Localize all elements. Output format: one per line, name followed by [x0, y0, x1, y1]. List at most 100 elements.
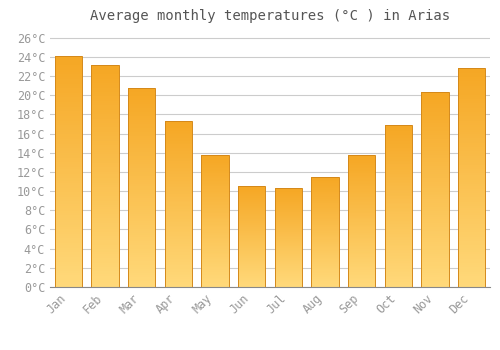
Bar: [458, 138, 485, 140]
Bar: [458, 173, 485, 175]
Bar: [128, 176, 156, 178]
Bar: [274, 268, 302, 269]
Bar: [128, 132, 156, 134]
Bar: [164, 242, 192, 244]
Bar: [91, 94, 119, 97]
Bar: [421, 112, 448, 114]
Bar: [164, 260, 192, 262]
Bar: [311, 209, 339, 210]
Bar: [421, 227, 448, 229]
Bar: [164, 194, 192, 196]
Bar: [201, 199, 229, 201]
Bar: [54, 70, 82, 72]
Bar: [421, 283, 448, 285]
Bar: [384, 172, 412, 174]
Bar: [421, 92, 448, 287]
Bar: [238, 257, 266, 258]
Bar: [201, 270, 229, 271]
Bar: [128, 222, 156, 223]
Bar: [238, 239, 266, 240]
Bar: [91, 214, 119, 216]
Bar: [91, 105, 119, 107]
Bar: [164, 206, 192, 207]
Bar: [384, 232, 412, 233]
Bar: [238, 283, 266, 284]
Bar: [348, 156, 376, 157]
Bar: [54, 172, 82, 174]
Bar: [238, 234, 266, 236]
Bar: [274, 202, 302, 203]
Bar: [384, 191, 412, 193]
Bar: [311, 251, 339, 252]
Bar: [311, 245, 339, 246]
Bar: [348, 210, 376, 211]
Bar: [54, 275, 82, 278]
Bar: [201, 155, 229, 287]
Bar: [458, 171, 485, 173]
Bar: [458, 199, 485, 202]
Bar: [348, 208, 376, 209]
Bar: [384, 156, 412, 157]
Bar: [238, 238, 266, 239]
Bar: [384, 204, 412, 206]
Bar: [128, 225, 156, 228]
Bar: [274, 281, 302, 282]
Bar: [164, 193, 192, 194]
Bar: [274, 199, 302, 200]
Bar: [311, 195, 339, 197]
Bar: [91, 201, 119, 203]
Bar: [384, 140, 412, 141]
Bar: [421, 168, 448, 170]
Bar: [348, 268, 376, 270]
Bar: [348, 157, 376, 159]
Bar: [311, 186, 339, 187]
Bar: [421, 231, 448, 232]
Bar: [311, 235, 339, 236]
Bar: [348, 167, 376, 168]
Bar: [238, 219, 266, 220]
Bar: [458, 175, 485, 178]
Bar: [311, 228, 339, 229]
Bar: [458, 245, 485, 248]
Bar: [421, 164, 448, 166]
Bar: [421, 199, 448, 201]
Bar: [128, 210, 156, 211]
Bar: [128, 182, 156, 184]
Bar: [91, 205, 119, 207]
Bar: [128, 142, 156, 144]
Bar: [201, 226, 229, 228]
Bar: [348, 231, 376, 233]
Bar: [421, 264, 448, 266]
Bar: [421, 197, 448, 199]
Bar: [348, 248, 376, 250]
Bar: [164, 168, 192, 169]
Bar: [384, 237, 412, 238]
Bar: [274, 234, 302, 236]
Bar: [421, 151, 448, 153]
Bar: [91, 189, 119, 192]
Bar: [458, 90, 485, 92]
Bar: [54, 234, 82, 236]
Bar: [311, 247, 339, 248]
Bar: [274, 207, 302, 208]
Bar: [274, 271, 302, 272]
Bar: [238, 195, 266, 196]
Bar: [348, 160, 376, 161]
Bar: [458, 114, 485, 117]
Bar: [91, 81, 119, 83]
Bar: [311, 217, 339, 219]
Bar: [91, 79, 119, 81]
Bar: [348, 164, 376, 165]
Bar: [164, 177, 192, 179]
Bar: [91, 178, 119, 181]
Bar: [54, 213, 82, 215]
Bar: [421, 277, 448, 279]
Bar: [421, 149, 448, 151]
Bar: [348, 198, 376, 200]
Bar: [311, 222, 339, 223]
Bar: [91, 196, 119, 198]
Bar: [91, 123, 119, 125]
Bar: [201, 180, 229, 181]
Bar: [164, 229, 192, 231]
Bar: [311, 277, 339, 278]
